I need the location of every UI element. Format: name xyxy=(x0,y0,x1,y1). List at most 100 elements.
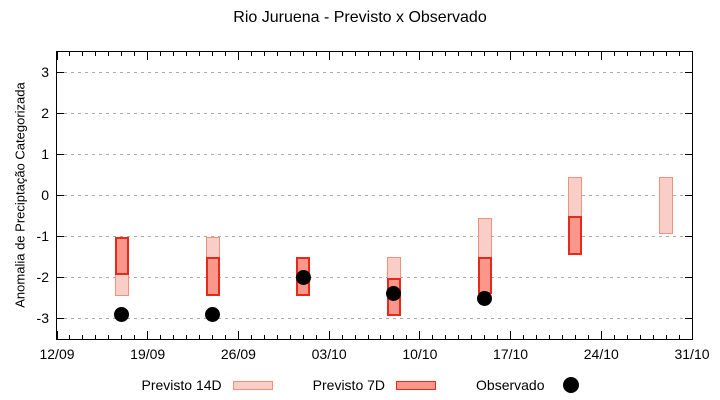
legend-label-previsto-7d: Previsto 7D xyxy=(312,377,386,393)
y-gridline xyxy=(57,154,692,155)
observado-dot xyxy=(477,290,493,306)
x-minor-tick xyxy=(134,52,136,56)
previsto-7d-bar xyxy=(568,216,583,255)
x-minor-tick xyxy=(69,52,71,56)
x-major-tick xyxy=(600,331,602,339)
x-tick-label: 31/10 xyxy=(674,346,710,362)
x-minor-tick xyxy=(173,52,175,56)
x-minor-tick xyxy=(639,335,641,339)
x-minor-tick xyxy=(134,335,136,339)
x-minor-tick xyxy=(523,335,525,339)
x-minor-tick xyxy=(432,335,434,339)
x-minor-tick xyxy=(160,52,162,56)
observado-dot-icon xyxy=(562,377,579,393)
y-axis-label: Anomalia de Preciptação Categorizada xyxy=(12,82,28,308)
x-minor-tick xyxy=(302,335,304,339)
x-minor-tick xyxy=(406,52,408,56)
x-minor-tick xyxy=(561,335,563,339)
legend-item-previsto-14d: Previsto 14D xyxy=(142,377,273,393)
y-tick-mark xyxy=(57,318,64,319)
x-minor-tick xyxy=(212,52,213,56)
x-major-tick xyxy=(237,52,239,60)
x-minor-tick xyxy=(678,335,680,339)
x-minor-tick xyxy=(82,335,84,339)
x-minor-tick xyxy=(367,52,369,56)
x-minor-tick xyxy=(535,335,537,339)
x-minor-tick xyxy=(587,335,589,339)
x-minor-tick xyxy=(497,52,499,56)
x-minor-tick xyxy=(393,335,395,339)
x-major-tick xyxy=(56,331,58,339)
x-minor-tick xyxy=(263,335,265,339)
previsto-14d-swatch-icon xyxy=(232,380,273,390)
y-tick-mark xyxy=(685,154,692,155)
x-minor-tick xyxy=(380,52,382,56)
y-tick-mark xyxy=(57,154,64,155)
x-minor-tick xyxy=(250,335,252,339)
x-minor-tick xyxy=(69,335,71,339)
x-minor-tick xyxy=(224,335,226,339)
y-tick-mark xyxy=(685,72,692,73)
x-major-tick xyxy=(510,52,512,60)
x-minor-tick xyxy=(458,52,460,56)
x-tick-label: 26/09 xyxy=(220,346,256,362)
x-tick-label: 12/09 xyxy=(39,346,75,362)
x-minor-tick xyxy=(186,52,188,56)
x-minor-tick xyxy=(341,335,343,339)
previsto-7d-bar xyxy=(114,236,129,276)
previsto-14d-bar xyxy=(659,177,674,235)
y-tick-label: 1 xyxy=(41,145,49,162)
x-minor-tick xyxy=(302,52,304,56)
x-minor-tick xyxy=(445,335,447,339)
x-minor-tick xyxy=(199,52,201,56)
x-major-tick xyxy=(419,52,421,60)
observado-dot xyxy=(205,306,220,322)
x-minor-tick xyxy=(471,335,473,339)
y-tick-mark xyxy=(57,72,64,73)
observado-dot xyxy=(114,306,130,322)
previsto-7d-bar xyxy=(477,257,492,294)
x-minor-tick xyxy=(652,335,654,339)
x-minor-tick xyxy=(212,335,213,339)
x-minor-tick xyxy=(108,52,110,56)
x-major-tick xyxy=(328,52,330,60)
x-minor-tick xyxy=(315,52,317,56)
x-minor-tick xyxy=(380,335,382,339)
x-major-tick xyxy=(510,331,512,339)
x-major-tick xyxy=(691,331,693,339)
y-tick-mark xyxy=(57,277,64,278)
x-minor-tick xyxy=(665,335,667,339)
x-minor-tick xyxy=(121,52,123,56)
x-minor-tick xyxy=(250,52,252,56)
previsto-7d-swatch-icon xyxy=(396,380,437,390)
chart-title: Rio Juruena - Previsto x Observado xyxy=(233,9,487,26)
x-minor-tick xyxy=(82,52,84,56)
x-minor-tick xyxy=(95,52,97,56)
x-minor-tick xyxy=(652,52,654,56)
y-tick-label: -2 xyxy=(36,268,49,285)
previsto-7d-bar xyxy=(205,257,220,296)
y-tick-mark xyxy=(685,113,692,114)
x-tick-label: 03/10 xyxy=(311,346,347,362)
y-gridline xyxy=(57,72,692,73)
x-major-tick xyxy=(237,331,239,339)
x-minor-tick xyxy=(574,52,576,56)
x-minor-tick xyxy=(341,52,343,56)
x-minor-tick xyxy=(484,52,486,56)
x-minor-tick xyxy=(108,335,110,339)
x-minor-tick xyxy=(587,52,589,56)
x-minor-tick xyxy=(613,52,615,56)
x-major-tick xyxy=(419,331,421,339)
legend: Previsto 14D Previsto 7D Observado xyxy=(0,372,720,398)
x-minor-tick xyxy=(471,52,473,56)
y-tick-label: -3 xyxy=(36,309,49,326)
y-gridline xyxy=(57,318,692,319)
x-minor-tick xyxy=(484,335,486,339)
x-minor-tick xyxy=(289,335,291,339)
x-minor-tick xyxy=(639,52,641,56)
x-minor-tick xyxy=(548,335,550,339)
x-minor-tick xyxy=(121,335,123,339)
y-gridline xyxy=(57,236,692,237)
observado-dot xyxy=(386,286,402,302)
x-minor-tick xyxy=(445,52,447,56)
